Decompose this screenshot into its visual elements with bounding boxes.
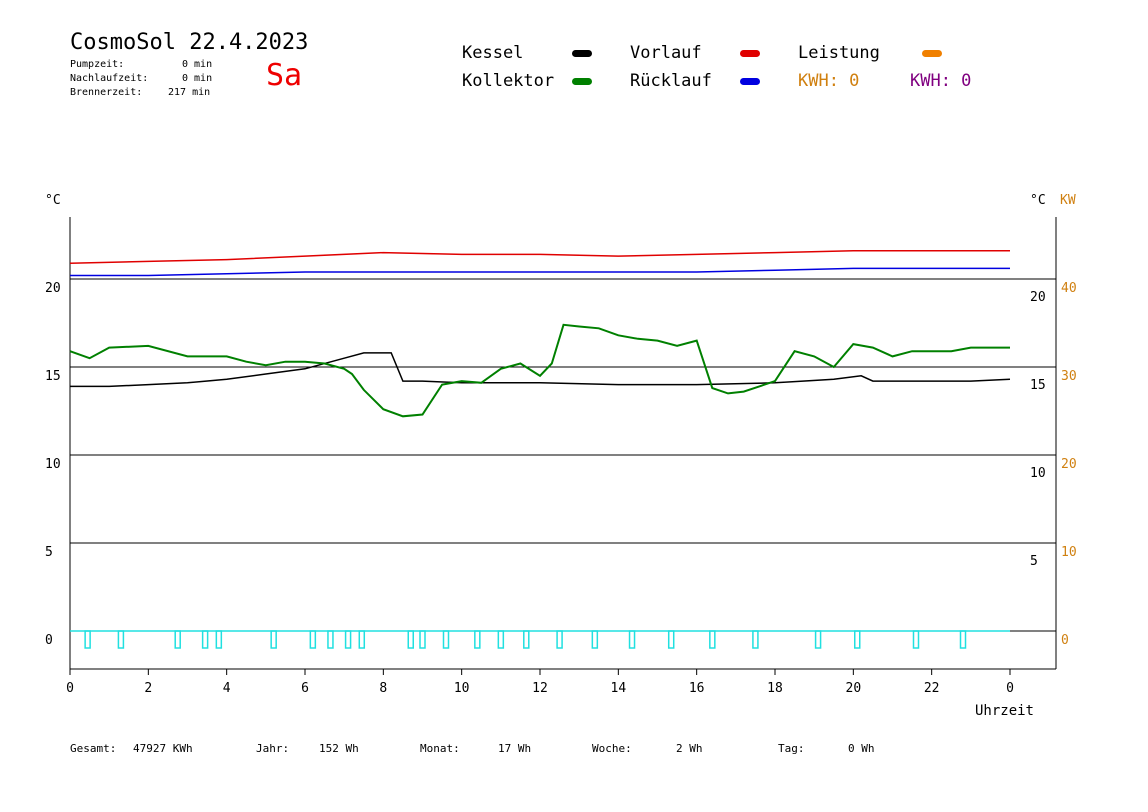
footer-gesamt-label: Gesamt:: [70, 742, 117, 755]
legend-kwh-solar: KWH: 0: [798, 71, 860, 91]
x-tick-2: 4: [223, 681, 231, 696]
footer-woche-label: Woche:: [592, 742, 632, 755]
pump-pulse-11: [419, 630, 426, 649]
weekday-label: Sa: [266, 58, 303, 93]
y-tick-kw-30: 30: [1061, 369, 1077, 384]
pump-pulse-1: [117, 630, 125, 649]
pump-pulse-18: [628, 630, 636, 649]
pump-pulse-25: [959, 630, 967, 649]
legend-kwh-other: KWH: 0: [910, 71, 972, 91]
pump-pulse-10: [407, 630, 414, 649]
y-tick-kw-20: 20: [1061, 457, 1077, 472]
x-axis-label: Uhrzeit: [975, 703, 1034, 719]
footer-tag-value: 0 Wh: [848, 742, 875, 755]
x-tick-8: 16: [689, 681, 705, 696]
legend-kollektor-label: Kollektor: [462, 71, 555, 91]
pump-time-value: 0 min: [182, 59, 213, 70]
legend-vorlauf-label: Vorlauf: [630, 43, 702, 63]
x-tick-3: 6: [301, 681, 309, 696]
footer-jahr-label: Jahr:: [256, 742, 290, 755]
chart-title: CosmoSol 22.4.2023: [70, 30, 309, 55]
footer-gesamt-value: 47927 KWh: [133, 742, 193, 755]
pump-pulse-3: [201, 630, 209, 649]
series-kessel: [70, 352, 1011, 388]
series-ruecklauf: [70, 267, 1010, 277]
y-tick-left-0: 0: [45, 633, 53, 648]
x-tick-10: 20: [846, 681, 862, 696]
y-tick-kw-0: 0: [1061, 633, 1069, 648]
y-tick-right-10: 10: [1030, 466, 1046, 481]
y-tick-left-10: 10: [45, 457, 61, 472]
pump-pulse-12: [442, 630, 450, 649]
x-tick-4: 8: [379, 681, 387, 696]
pump-pulse-19: [667, 630, 675, 649]
pump-pulse-21: [752, 630, 759, 649]
y-unit-right: °C: [1030, 193, 1046, 208]
x-tick-7: 14: [611, 681, 627, 696]
brenner-time-label: Brennerzeit:: [70, 87, 143, 98]
pump-pulse-9: [358, 630, 366, 649]
y-tick-kw-40: 40: [1061, 281, 1077, 296]
pump-pulse-15: [523, 630, 530, 649]
y-tick-kw-10: 10: [1061, 545, 1077, 560]
footer-monat-label: Monat:: [420, 742, 460, 755]
pump-pulse-0: [84, 630, 91, 649]
footer-tag-label: Tag:: [778, 742, 805, 755]
x-tick-5: 10: [454, 681, 470, 696]
pump-pulse-24: [912, 630, 920, 649]
legend-kessel-label: Kessel: [462, 43, 524, 63]
pump-pulse-22: [814, 630, 822, 649]
pump-pulse-5: [270, 630, 277, 649]
y-unit-left: °C: [45, 193, 61, 208]
x-tick-9: 18: [767, 681, 783, 696]
y-tick-right-5: 5: [1030, 554, 1038, 569]
legend-vorlauf-swatch: [740, 50, 760, 57]
legend-kessel-swatch: [572, 50, 592, 57]
pump-pulse-4: [215, 630, 223, 649]
y-tick-right-20: 20: [1030, 290, 1046, 305]
legend-ruecklauf-swatch: [740, 78, 760, 85]
x-tick-0: 0: [66, 681, 74, 696]
pump-pulse-6: [309, 630, 317, 649]
footer-jahr-value: 152 Wh: [319, 742, 359, 755]
pump-pulse-20: [709, 630, 716, 649]
series-vorlauf: [69, 250, 1010, 264]
legend-kollektor-swatch: [572, 78, 592, 85]
pump-pulse-2: [174, 630, 181, 649]
y-tick-right-15: 15: [1030, 378, 1046, 393]
nachlauf-time-value: 0 min: [182, 73, 213, 84]
y-tick-left-15: 15: [45, 369, 61, 384]
x-tick-6: 12: [532, 681, 548, 696]
pump-pulse-17: [591, 630, 599, 649]
x-tick-11: 22: [924, 681, 940, 696]
pump-pulse-8: [344, 630, 352, 649]
series-kollektor: [69, 323, 1010, 418]
legend-leistung-label: Leistung: [798, 43, 880, 63]
legend-ruecklauf-label: Rücklauf: [630, 71, 712, 91]
x-tick-12: 0: [1006, 681, 1014, 696]
legend-leistung-swatch: [922, 50, 942, 57]
footer-monat-value: 17 Wh: [498, 742, 532, 755]
y-tick-left-5: 5: [45, 545, 53, 560]
pump-pulse-14: [497, 630, 505, 649]
footer-woche-value: 2 Wh: [676, 742, 703, 755]
pump-pulse-23: [854, 630, 861, 649]
y-unit-kw: KW: [1060, 193, 1076, 208]
x-tick-1: 2: [144, 681, 152, 696]
y-tick-left-20: 20: [45, 281, 61, 296]
nachlauf-time-label: Nachlaufzeit:: [70, 73, 149, 84]
pump-pulse-16: [556, 630, 563, 649]
pump-time-label: Pumpzeit:: [70, 59, 125, 70]
pump-pulse-13: [474, 630, 481, 649]
brenner-time-value: 217 min: [168, 87, 211, 98]
pump-pulse-7: [327, 630, 334, 649]
